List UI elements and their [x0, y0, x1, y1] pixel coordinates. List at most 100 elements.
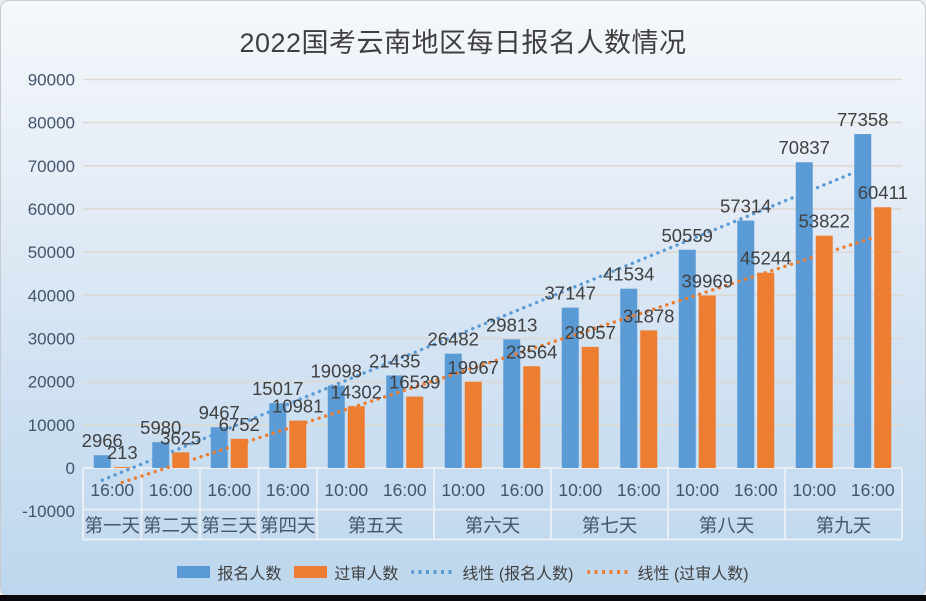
data-label-approved: 23564	[506, 341, 557, 362]
bar-approved[interactable]	[640, 330, 658, 468]
category-time-label: 16:00	[149, 480, 193, 500]
category-time-label: 16:00	[851, 480, 895, 500]
data-label-approved: 16539	[389, 372, 440, 393]
category-time-label: 10:00	[792, 480, 836, 500]
legend-label: 过审人数	[334, 566, 399, 583]
data-label-registered: 37147	[545, 283, 596, 304]
legend: 报名人数 过审人数 线性 (报名人数) 线性 (过审人数)	[1, 558, 925, 586]
bar-approved[interactable]	[815, 235, 833, 468]
bar-approved[interactable]	[757, 272, 775, 468]
data-label-registered: 15017	[252, 378, 303, 399]
data-label-registered: 50559	[662, 225, 713, 246]
bar-approved[interactable]	[289, 420, 307, 468]
legend-label: 线性 (过审人数)	[637, 566, 749, 583]
y-axis-tick-label: 20000	[28, 373, 75, 392]
category-day-label: 第八天	[699, 515, 755, 536]
legend-swatch-approved-bar-icon	[294, 566, 328, 578]
category-time-label: 16:00	[734, 480, 778, 500]
bar-registered[interactable]	[678, 249, 696, 468]
category-day-label: 第一天	[84, 515, 140, 536]
y-axis-tick-label: -10000	[22, 502, 75, 521]
bar-approved[interactable]	[581, 346, 599, 468]
bar-approved[interactable]	[406, 396, 424, 468]
legend-item-approved[interactable]: 过审人数	[294, 560, 398, 584]
chart-title: 2022国考云南地区每日报名人数情况	[239, 28, 687, 58]
data-label-approved: 60411	[858, 182, 908, 203]
trendline-registered[interactable]	[100, 167, 865, 482]
bottom-edge-bar	[0, 595, 926, 601]
y-axis-tick-label: 80000	[28, 114, 75, 133]
bar-registered[interactable]	[327, 385, 345, 468]
data-label-registered: 2966	[82, 430, 123, 451]
category-time-label: 16:00	[617, 480, 661, 500]
bar-approved[interactable]	[347, 406, 365, 468]
data-label-registered: 70837	[779, 137, 830, 158]
category-day-label: 第五天	[348, 515, 404, 536]
bar-registered[interactable]	[854, 134, 872, 469]
data-label-registered: 29813	[486, 314, 537, 335]
bar-approved[interactable]	[172, 452, 190, 468]
bar-approved[interactable]	[874, 207, 892, 469]
legend-swatch-registered-bar-icon	[177, 566, 211, 578]
bar-registered[interactable]	[444, 353, 462, 468]
bar-registered[interactable]	[210, 427, 228, 468]
bar-registered[interactable]	[795, 162, 813, 468]
legend-swatch-approved-dotted-line-icon	[586, 570, 631, 574]
legend-item-registered[interactable]: 报名人数	[177, 560, 281, 584]
data-label-approved: 19967	[448, 357, 499, 378]
data-label-registered: 77358	[837, 109, 888, 130]
legend-swatch-registered-dotted-line-icon	[411, 570, 456, 574]
category-day-label: 第三天	[201, 515, 257, 536]
category-time-label: 10:00	[558, 480, 602, 500]
category-day-label: 第四天	[260, 515, 316, 536]
legend-label: 报名人数	[217, 566, 282, 583]
bar-registered[interactable]	[152, 442, 170, 468]
y-axis-tick-label: 50000	[28, 243, 75, 262]
data-label-approved: 31878	[623, 305, 674, 326]
bar-approved[interactable]	[523, 366, 541, 468]
legend-item-trend-registered[interactable]: 线性 (报名人数)	[411, 560, 574, 584]
trendline-approved[interactable]	[120, 232, 885, 485]
data-label-registered: 5980	[140, 417, 181, 438]
data-label-approved: 53822	[799, 211, 850, 232]
data-label-registered: 26482	[428, 329, 479, 350]
data-label-registered: 9467	[199, 402, 240, 423]
bar-registered[interactable]	[386, 375, 404, 468]
category-time-label: 10:00	[324, 480, 368, 500]
data-label-approved: 39969	[682, 270, 733, 291]
data-label-approved: 45244	[740, 248, 791, 269]
bar-registered[interactable]	[93, 455, 111, 468]
category-day-label: 第二天	[143, 515, 199, 536]
category-time-label: 16:00	[500, 480, 544, 500]
category-time-label: 16:00	[207, 480, 251, 500]
legend-item-trend-approved[interactable]: 线性 (过审人数)	[586, 560, 749, 584]
y-axis-tick-label: 70000	[28, 157, 75, 176]
bar-registered[interactable]	[503, 339, 521, 468]
category-time-label: 10:00	[675, 480, 719, 500]
bar-registered[interactable]	[269, 403, 287, 468]
data-label-registered: 19098	[311, 361, 362, 382]
bar-registered[interactable]	[561, 307, 579, 468]
category-time-label: 16:00	[90, 480, 134, 500]
category-day-label: 第九天	[816, 515, 872, 536]
bar-registered[interactable]	[620, 288, 638, 468]
data-label-approved: 14302	[331, 381, 382, 402]
y-axis-tick-label: 90000	[28, 71, 75, 90]
bar-approved[interactable]	[113, 467, 131, 469]
data-label-approved: 28057	[565, 322, 616, 343]
y-axis-tick-label: 30000	[28, 330, 75, 349]
y-axis-tick-label: 0	[66, 459, 75, 478]
bar-approved[interactable]	[698, 295, 716, 468]
category-time-label: 16:00	[383, 480, 427, 500]
data-label-registered: 41534	[603, 264, 654, 285]
bar-approved[interactable]	[464, 381, 482, 468]
data-label-approved: 3625	[160, 427, 201, 448]
bar-registered[interactable]	[737, 220, 755, 468]
y-axis-tick-label: 60000	[28, 200, 75, 219]
category-day-label: 第七天	[582, 515, 638, 536]
category-time-label: 16:00	[266, 480, 310, 500]
data-label-registered: 21435	[369, 350, 420, 371]
category-time-label: 10:00	[441, 480, 485, 500]
